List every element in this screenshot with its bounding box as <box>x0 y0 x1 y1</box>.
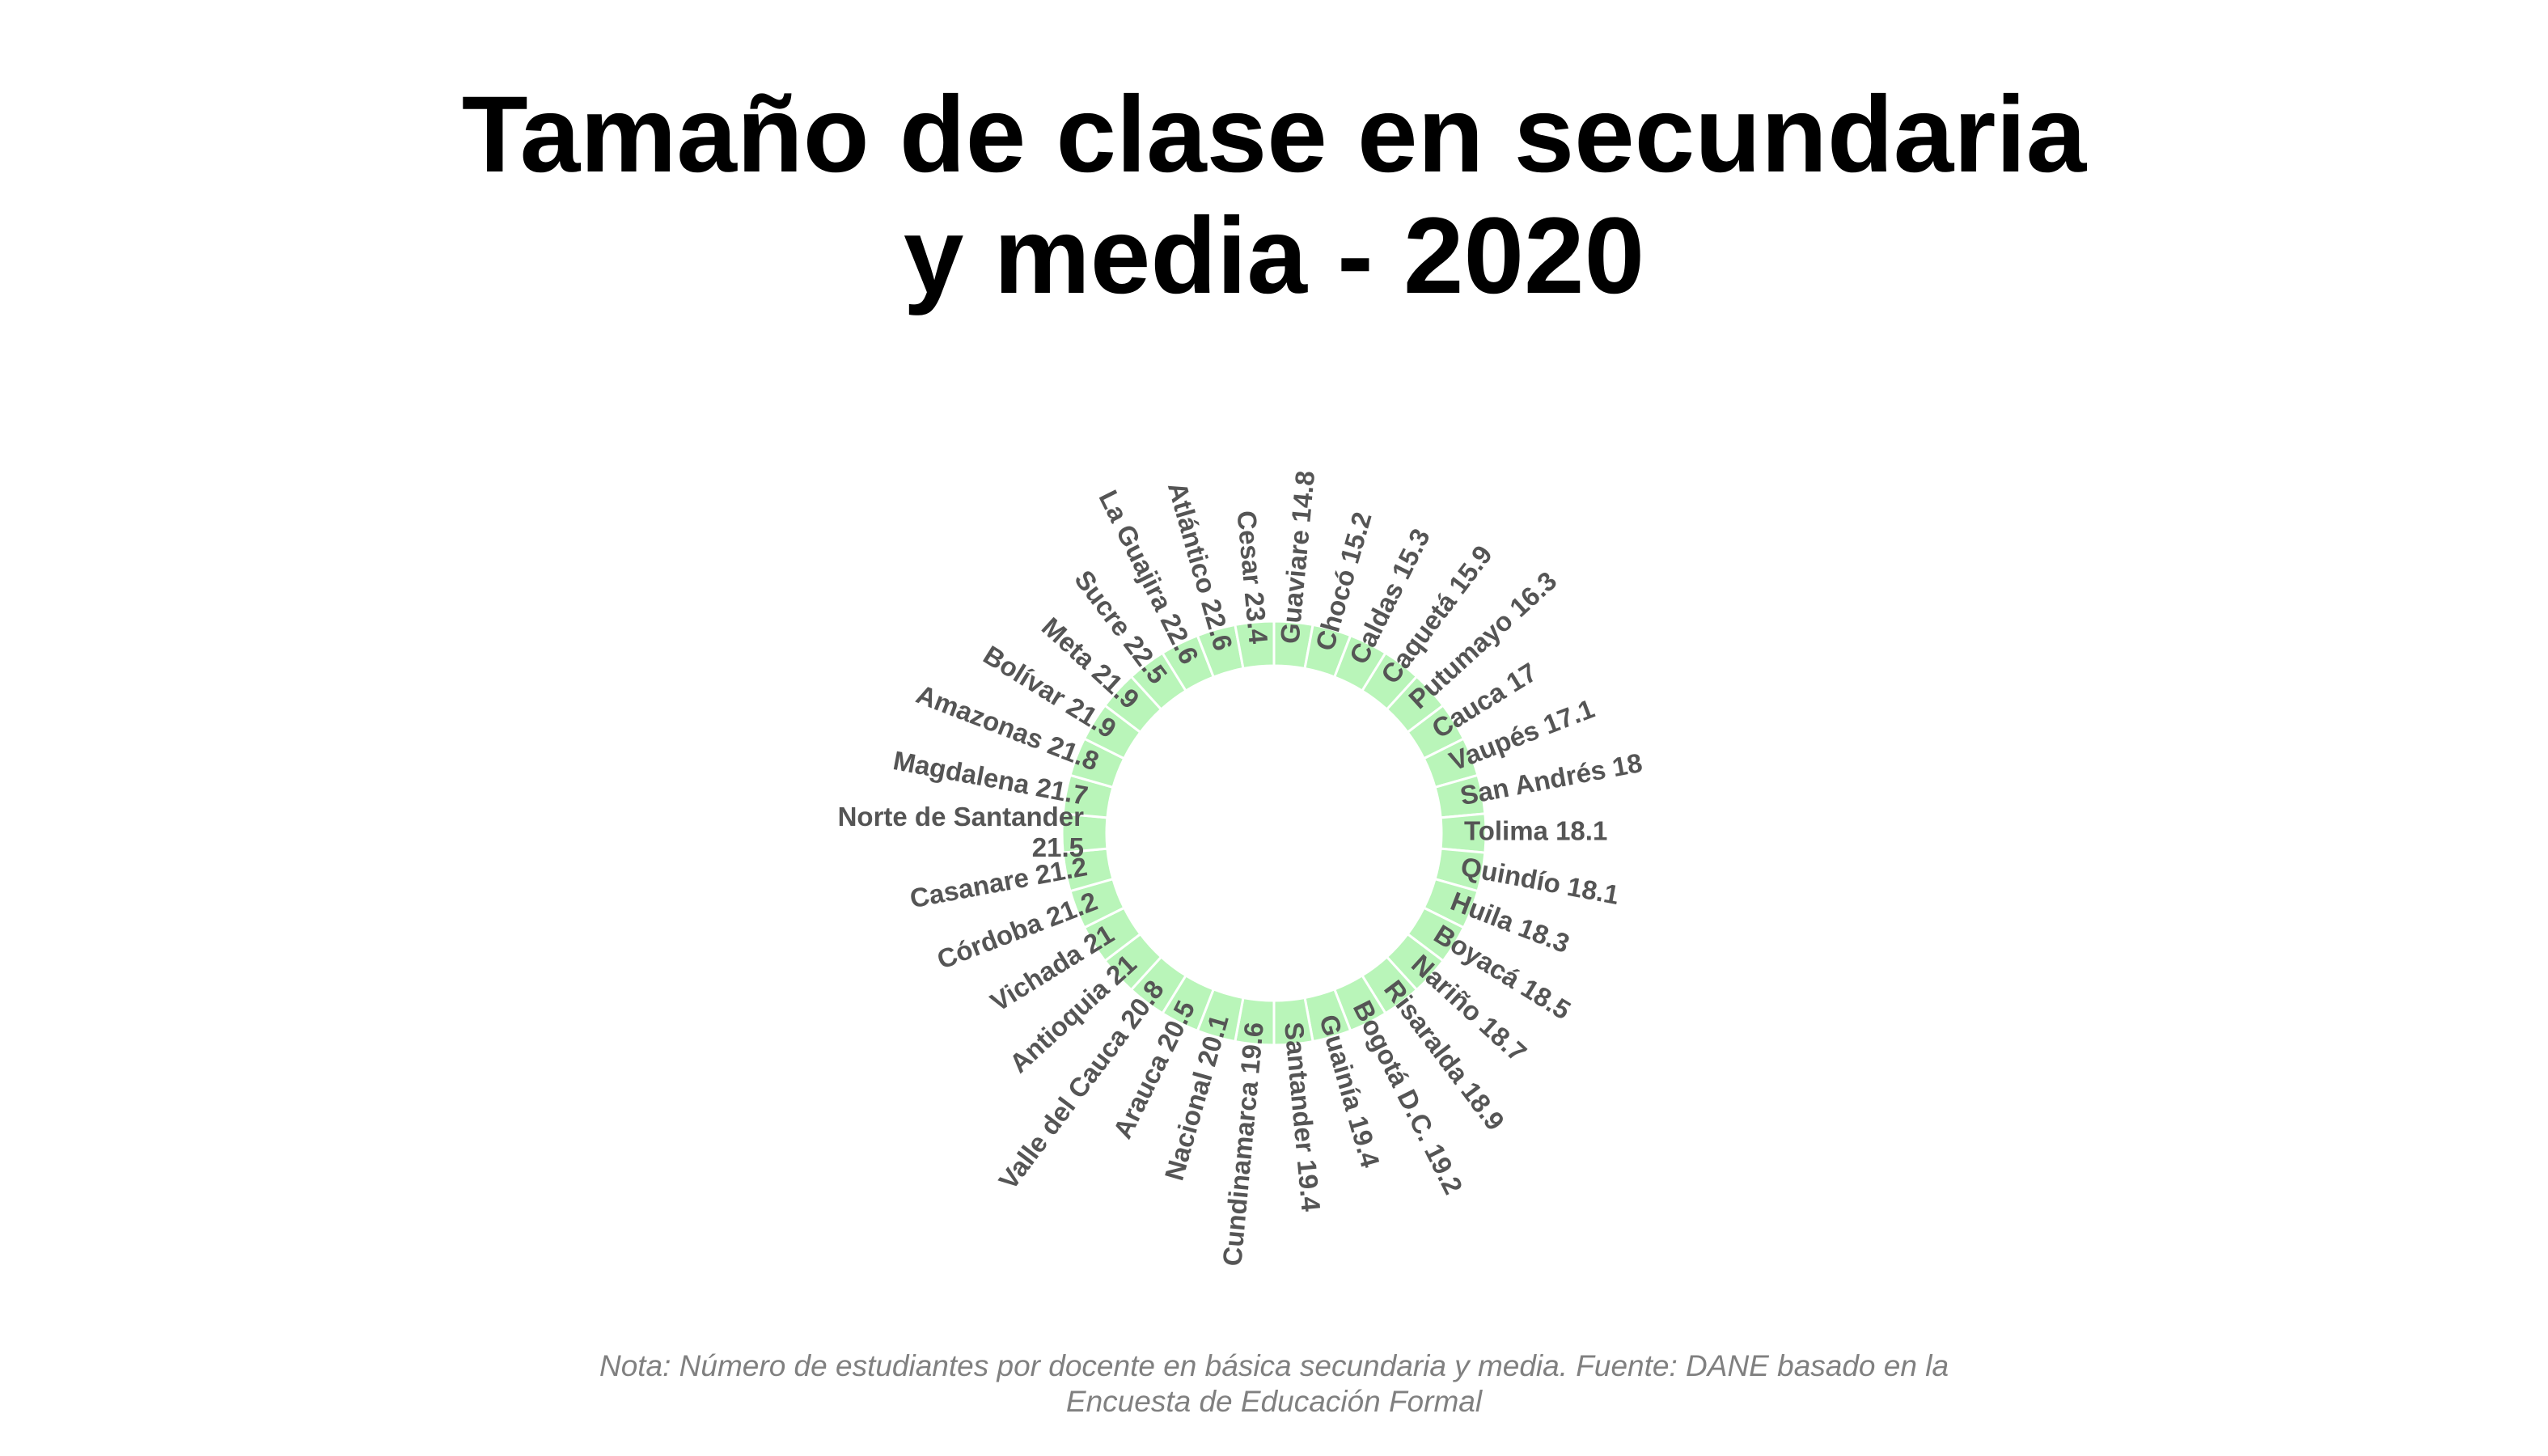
chart-note-line-1: Nota: Número de estudiantes por docente … <box>465 1348 2083 1384</box>
bar-label: Tolima 18.1 <box>1464 816 1607 846</box>
bar-label: Guaviare 14.8 <box>1274 469 1320 645</box>
bar-label: Norte de Santander 21.5 <box>838 802 1085 862</box>
bar-label: Cundinamarca 19.6 <box>1217 1021 1269 1268</box>
chart-note-line-2: Encuesta de Educación Formal <box>465 1384 2083 1420</box>
chart-note: Nota: Número de estudiantes por docente … <box>465 1348 2083 1420</box>
bar-label: Santander 19.4 <box>1279 1021 1327 1213</box>
